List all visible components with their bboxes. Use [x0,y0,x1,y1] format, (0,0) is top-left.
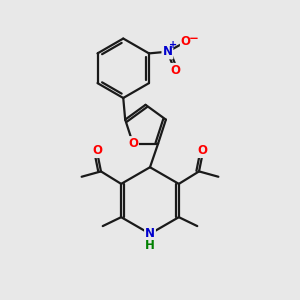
Text: +: + [169,40,177,50]
Text: O: O [181,35,191,48]
Text: H: H [145,238,155,252]
Text: N: N [145,227,155,240]
Text: N: N [162,45,172,58]
Text: O: O [198,144,208,157]
Text: O: O [171,64,181,77]
Text: O: O [128,137,138,150]
Text: O: O [92,144,102,157]
Text: −: − [188,32,198,45]
